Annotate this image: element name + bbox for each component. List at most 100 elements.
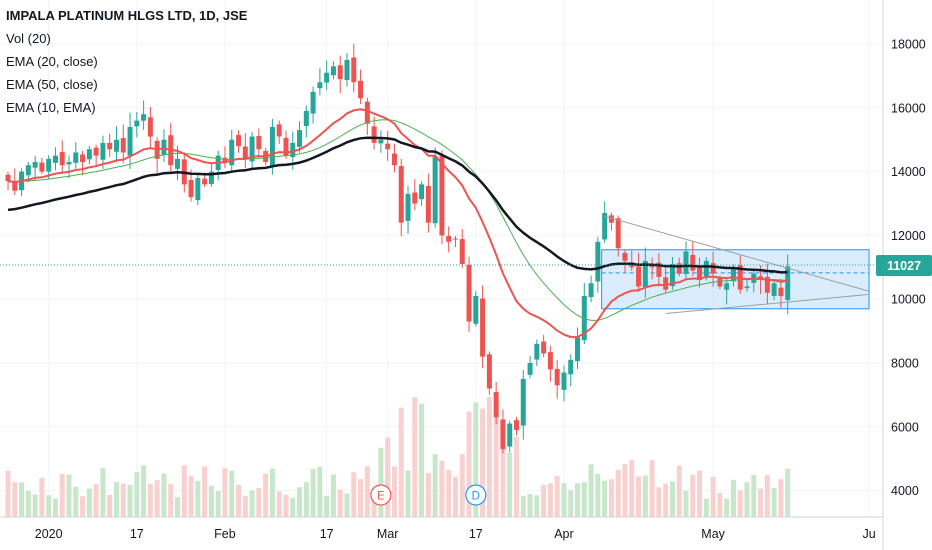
volume-bar bbox=[642, 475, 648, 517]
candle-body bbox=[32, 162, 38, 168]
candle-body bbox=[344, 59, 350, 81]
candle-body bbox=[242, 146, 248, 159]
candle-body bbox=[310, 91, 316, 114]
volume-bar bbox=[310, 468, 316, 517]
volume-bar bbox=[500, 423, 506, 517]
volume-bar bbox=[391, 466, 397, 517]
candle-body bbox=[330, 66, 336, 76]
volume-bar bbox=[222, 468, 228, 517]
volume-bar bbox=[269, 468, 275, 517]
x-tick-label: Mar bbox=[377, 527, 399, 541]
volume-bar bbox=[127, 484, 133, 517]
candle-body bbox=[452, 238, 458, 240]
volume-bar bbox=[737, 490, 743, 517]
y-tick-label: 12000 bbox=[891, 229, 926, 243]
candle-body bbox=[480, 298, 486, 357]
volume-bar bbox=[229, 470, 235, 517]
volume-bar bbox=[168, 483, 174, 517]
candle-body bbox=[717, 278, 723, 287]
volume-bar bbox=[419, 403, 425, 517]
volume-bar bbox=[520, 495, 526, 517]
volume-bar bbox=[717, 492, 723, 517]
event-marker-e[interactable] bbox=[370, 484, 392, 506]
candle-body bbox=[541, 341, 547, 354]
wedge-lines[interactable] bbox=[604, 215, 870, 315]
volume-bar bbox=[683, 490, 689, 517]
volume-bar bbox=[452, 476, 458, 517]
candle-body bbox=[432, 155, 438, 224]
candle-body bbox=[771, 283, 777, 296]
volume-bar bbox=[59, 473, 65, 517]
legend-volume[interactable]: Vol (20) bbox=[6, 31, 51, 46]
volume-bar bbox=[19, 482, 25, 517]
event-marker-d[interactable] bbox=[465, 484, 487, 506]
volume-bar bbox=[405, 470, 411, 517]
volume-bar bbox=[439, 460, 445, 517]
candle-body bbox=[364, 101, 370, 124]
volume-bar bbox=[608, 479, 614, 517]
candle-body bbox=[113, 139, 119, 152]
x-tick-label: 17 bbox=[130, 527, 144, 541]
y-tick-label: 8000 bbox=[891, 357, 919, 371]
candle-body bbox=[66, 162, 72, 165]
candle-body bbox=[358, 80, 364, 99]
wedge-lower-line[interactable] bbox=[665, 293, 870, 315]
candle-body bbox=[520, 378, 526, 426]
volume-bar bbox=[324, 496, 330, 517]
volume-bar bbox=[581, 482, 587, 517]
candle-body bbox=[46, 158, 52, 172]
volume-bar bbox=[276, 491, 282, 517]
volume-bar bbox=[764, 475, 770, 517]
volume-bar bbox=[236, 484, 242, 517]
candle-body bbox=[561, 372, 567, 390]
x-tick-label: May bbox=[701, 527, 725, 541]
candle-body bbox=[127, 126, 133, 156]
y-tick-label: 4000 bbox=[891, 484, 919, 498]
legend-ema20[interactable]: EMA (20, close) bbox=[6, 54, 98, 69]
volume-bar bbox=[249, 490, 255, 517]
candle-body bbox=[608, 215, 614, 223]
last-price-label: 11027 bbox=[887, 259, 921, 273]
volume-bar bbox=[466, 411, 472, 517]
candle-body bbox=[100, 142, 106, 160]
volume-bar bbox=[507, 452, 513, 517]
legend-ema50[interactable]: EMA (50, close) bbox=[6, 77, 98, 92]
volume-bar bbox=[25, 491, 31, 517]
symbol-title[interactable]: IMPALA PLATINUM HLGS LTD, 1D, JSE bbox=[6, 8, 248, 23]
volume-bar bbox=[514, 437, 519, 517]
candle-body bbox=[568, 359, 574, 375]
volume-bar bbox=[636, 476, 642, 517]
candle-body bbox=[575, 337, 581, 362]
wedge-upper-line[interactable] bbox=[604, 215, 870, 292]
volume-bar bbox=[758, 488, 764, 517]
time-axis[interactable]: 2020 17 Feb 17 Mar 17 Apr May Ju bbox=[35, 527, 876, 541]
candle-body bbox=[730, 267, 736, 282]
candle-body bbox=[690, 254, 696, 271]
volume-bar bbox=[724, 498, 730, 517]
candle-body bbox=[785, 266, 791, 301]
candle-body bbox=[229, 139, 235, 166]
volume-bar bbox=[480, 408, 486, 517]
volume-bar bbox=[263, 473, 269, 517]
candle-body bbox=[724, 283, 730, 290]
candle-body bbox=[59, 152, 65, 166]
volume-bar bbox=[527, 494, 533, 517]
x-tick-label: 17 bbox=[469, 527, 483, 541]
volume-bar bbox=[358, 479, 364, 517]
volume-bar bbox=[86, 488, 92, 517]
y-tick-label: 18000 bbox=[891, 38, 926, 52]
candle-body bbox=[147, 117, 153, 137]
candle-body bbox=[276, 124, 282, 137]
candle-body bbox=[283, 137, 289, 156]
price-axis[interactable]: 4000 6000 8000 10000 12000 14000 16000 18000 bbox=[891, 38, 926, 499]
legend-ema10[interactable]: EMA (10, EMA) bbox=[6, 100, 96, 115]
y-tick-label: 10000 bbox=[891, 293, 926, 307]
volume-bar bbox=[161, 473, 167, 517]
candle-body bbox=[656, 262, 662, 277]
volume-bar bbox=[412, 397, 418, 517]
candle-body bbox=[195, 177, 201, 201]
volume-bar bbox=[52, 498, 58, 517]
volume-bar bbox=[46, 495, 52, 517]
